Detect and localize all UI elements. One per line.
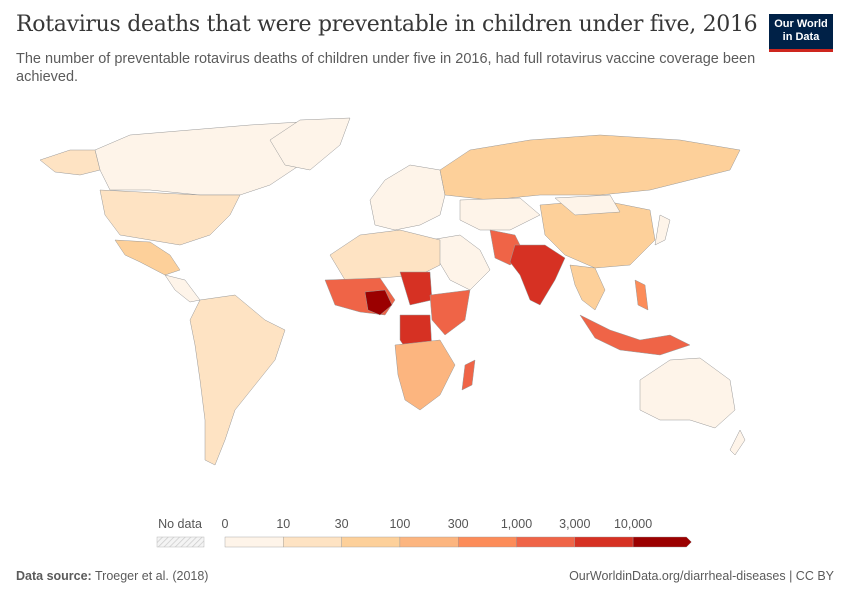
legend-bin-swatch[interactable] xyxy=(399,536,459,548)
region-mexico[interactable] xyxy=(114,239,181,276)
logo-line2: in Data xyxy=(782,31,820,43)
region-central-asia[interactable] xyxy=(459,197,541,231)
legend-bin-swatch[interactable] xyxy=(224,536,284,548)
region-india[interactable] xyxy=(509,244,566,306)
region-australia[interactable] xyxy=(639,357,736,429)
region-nigeria[interactable] xyxy=(364,289,393,316)
source-text: Troeger et al. (2018) xyxy=(94,569,209,583)
region-alaska[interactable] xyxy=(39,149,101,176)
legend-tick-label: 10 xyxy=(276,517,291,531)
region-southern-africa[interactable] xyxy=(394,339,456,411)
legend-tick-label: 0 xyxy=(221,517,229,531)
legend-bin-swatch[interactable] xyxy=(632,536,692,548)
legend-bin-swatch[interactable] xyxy=(574,536,634,548)
region-russia[interactable] xyxy=(439,134,741,201)
region-europe[interactable] xyxy=(369,164,446,231)
source-label: Data source: xyxy=(16,569,92,583)
legend-no-data-swatch xyxy=(156,536,205,548)
region-philippines[interactable] xyxy=(634,279,649,311)
region-east-africa[interactable] xyxy=(429,289,471,336)
logo-line1: Our World xyxy=(774,18,828,30)
region-usa[interactable] xyxy=(99,189,241,246)
world-map[interactable] xyxy=(0,100,850,510)
chart-subtitle: The number of preventable rotavirus deat… xyxy=(16,51,756,85)
legend-bin-swatch[interactable] xyxy=(458,536,517,548)
owid-logo[interactable]: Our World in Data xyxy=(769,14,833,52)
legend-tick-label: 100 xyxy=(389,517,411,531)
map-legend: No data 0 10 30 100 300 1,000 3,000 10,000 xyxy=(0,515,850,555)
region-sudan[interactable] xyxy=(399,271,433,306)
legend-bin-swatch[interactable] xyxy=(341,536,401,548)
region-southeast-asia[interactable] xyxy=(569,264,606,311)
data-source: Data source: Troeger et al. (2018) xyxy=(16,569,208,583)
legend-scale xyxy=(156,536,692,548)
region-madagascar[interactable] xyxy=(461,359,476,391)
legend-tick-label: 10,000 xyxy=(613,517,653,531)
legend-no-data-label: No data xyxy=(158,517,202,531)
region-central-america[interactable] xyxy=(164,274,201,303)
legend-bin-swatch[interactable] xyxy=(516,536,575,548)
region-china[interactable] xyxy=(539,199,656,269)
region-indonesia[interactable] xyxy=(579,314,691,356)
region-japan[interactable] xyxy=(654,214,671,246)
region-new-zealand[interactable] xyxy=(729,429,746,456)
region-south-america[interactable] xyxy=(189,294,286,466)
region-mongolia[interactable] xyxy=(554,194,621,216)
footer-url[interactable]: OurWorldinData.org/diarrheal-diseases | … xyxy=(569,569,834,583)
chart-title: Rotavirus deaths that were preventable i… xyxy=(16,12,758,37)
legend-tick-label: 300 xyxy=(447,517,469,531)
region-greenland[interactable] xyxy=(269,117,351,171)
legend-tick-label: 3,000 xyxy=(559,517,591,531)
legend-tick-label: 30 xyxy=(334,517,349,531)
legend-tick-label: 1,000 xyxy=(500,517,533,531)
legend-bin-swatch[interactable] xyxy=(283,536,342,548)
